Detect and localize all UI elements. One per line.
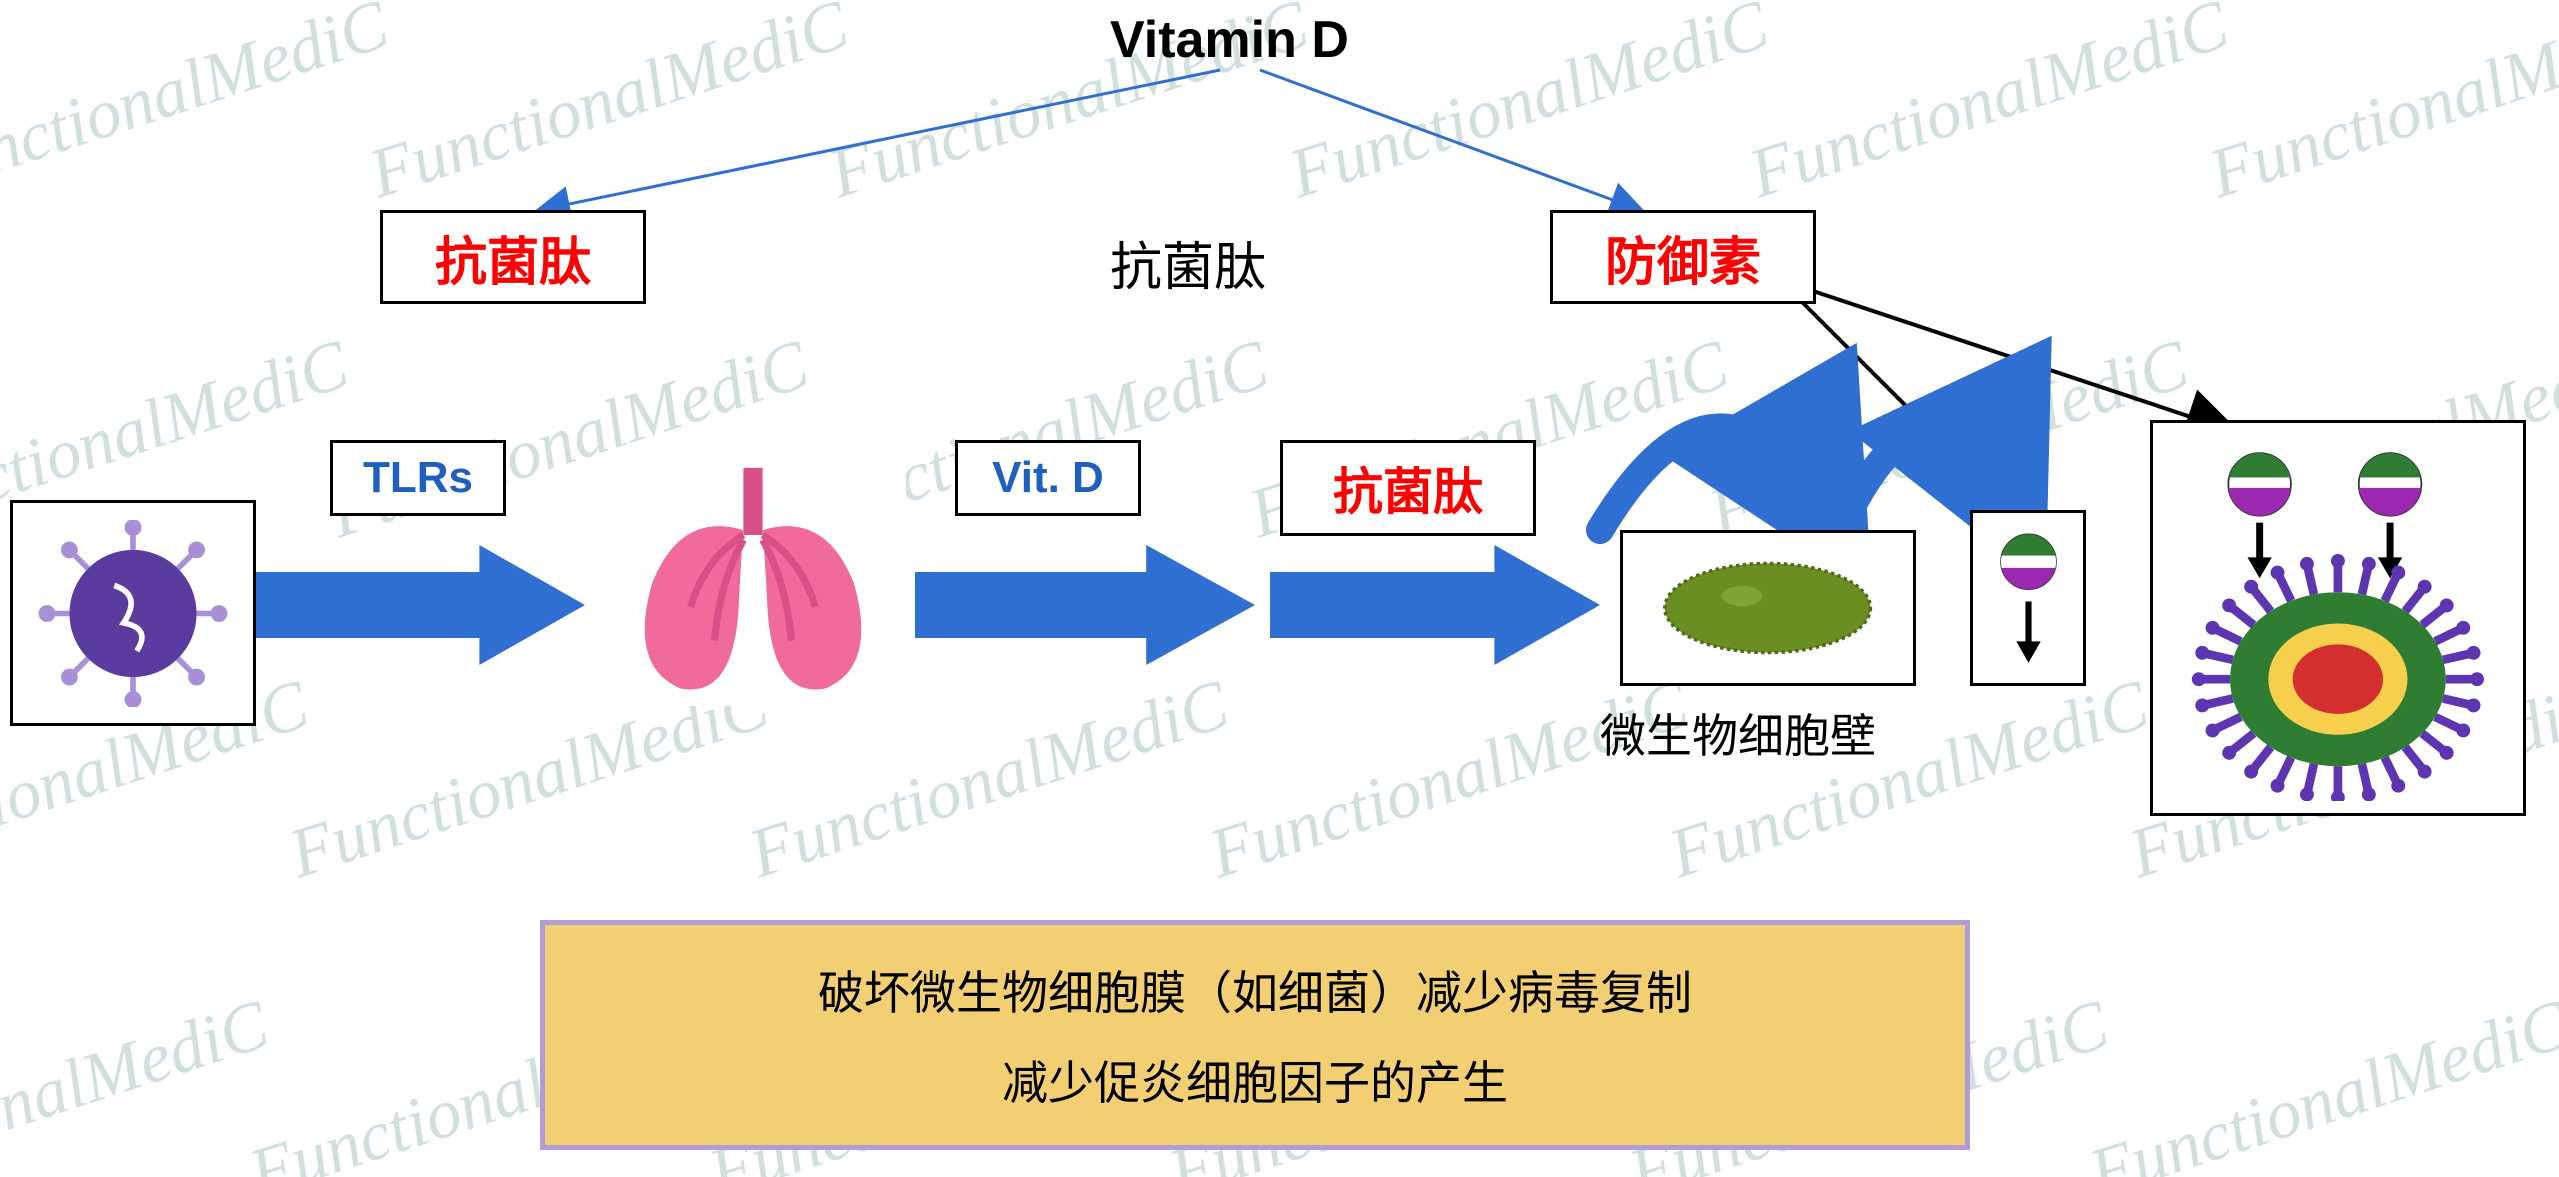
summary-line-2: 减少促炎细胞因子的产生 bbox=[1002, 1047, 1508, 1113]
diagram-stage: FunctionalMediCFunctionalMediCFunctional… bbox=[0, 0, 2559, 1177]
big-virus-icon bbox=[2150, 420, 2526, 816]
small-particle-icon bbox=[1970, 510, 2086, 686]
node-vitd-small: Vit. D bbox=[955, 440, 1141, 516]
node-antimicrobial-mid: 抗菌肽 bbox=[1280, 440, 1536, 536]
bacteria-icon bbox=[1620, 530, 1916, 686]
bacteria-caption: 微生物细胞壁 bbox=[1600, 700, 1876, 766]
title-vitamin-d: Vitamin D bbox=[1110, 10, 1349, 70]
summary-line-1: 破坏微生物细胞膜（如细菌）减少病毒复制 bbox=[818, 957, 1692, 1023]
node-antimicrobial-box: 抗菌肽 bbox=[380, 210, 646, 304]
label-antimicrobial-center: 抗菌肽 bbox=[1110, 225, 1266, 300]
node-defensin-box: 防御素 bbox=[1550, 210, 1816, 304]
summary-box: 破坏微生物细胞膜（如细菌）减少病毒复制 减少促炎细胞因子的产生 bbox=[540, 920, 1970, 1150]
lungs-icon bbox=[600, 460, 906, 706]
virus-icon bbox=[10, 500, 256, 726]
node-tlrs: TLRs bbox=[330, 440, 506, 516]
